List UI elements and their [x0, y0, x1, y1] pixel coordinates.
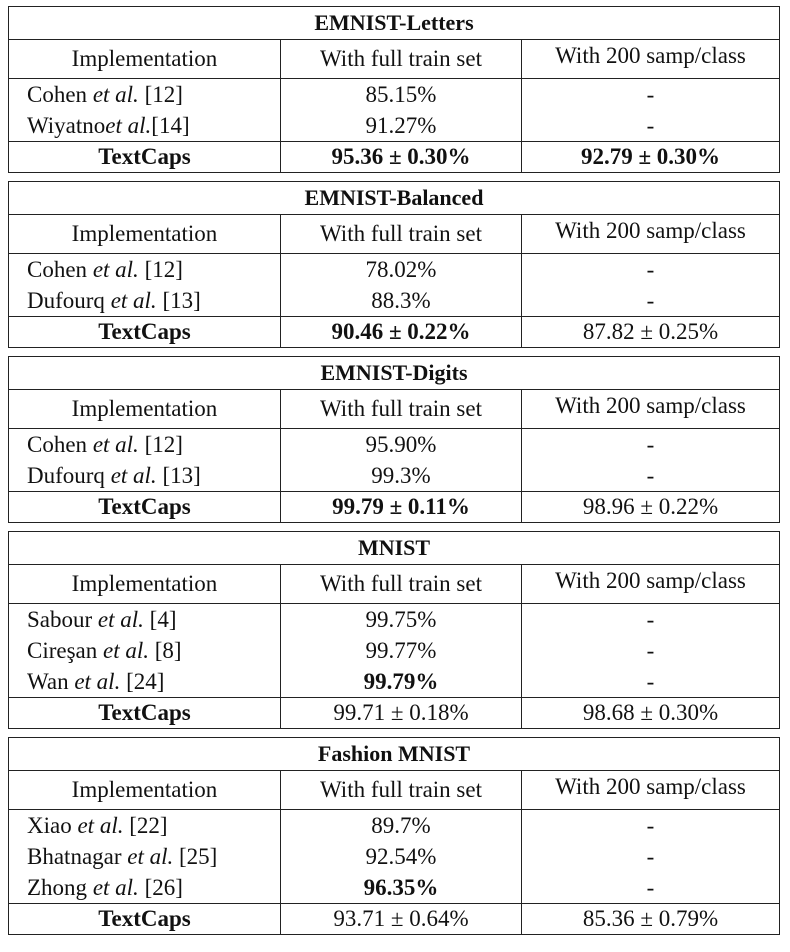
samp-cell: - [646, 257, 655, 282]
table-block-mnist: MNIST Implementation With full train set… [8, 531, 780, 729]
samp-cell: - [646, 875, 655, 900]
implementation-cell: Cohen et al. [12] [9, 429, 281, 460]
full-train-cell: 90.46 ± 0.22% [281, 317, 522, 347]
implementation-cell: TextCaps [9, 698, 281, 728]
samp-cell: - [646, 638, 655, 663]
table-row: Sabour et al. [4] 99.75% - [9, 604, 779, 635]
header-implementation: Implementation [9, 771, 281, 809]
full-train-cell: 99.3% [281, 460, 522, 491]
header-row: Implementation With full train set With … [9, 390, 779, 429]
full-train-cell: 99.75% [281, 604, 522, 635]
header-200-samp: With 200 samp/class [555, 568, 746, 593]
table-block-emnist-digits: EMNIST-Digits Implementation With full t… [8, 356, 780, 523]
header-implementation: Implementation [9, 390, 281, 428]
table-row: Bhatnagar et al. [25] 92.54% - [9, 841, 779, 872]
table-row: Dufourq et al. [13] 88.3% - [9, 285, 779, 316]
implementation-cell: Cohen et al. [12] [9, 79, 281, 110]
implementation-cell: Sabour et al. [4] [9, 604, 281, 635]
header-implementation: Implementation [9, 215, 281, 253]
header-200-samp: With 200 samp/class [555, 393, 746, 418]
full-train-cell: 99.79% [281, 666, 522, 697]
full-train-cell: 93.71 ± 0.64% [281, 904, 522, 934]
header-full-train-set: With full train set [281, 215, 522, 253]
header-200-samp: With 200 samp/class [555, 43, 746, 68]
block-title: EMNIST-Balanced [9, 182, 779, 215]
samp-cell: - [646, 813, 655, 838]
implementation-cell: Cireşan et al. [8] [9, 635, 281, 666]
block-title: MNIST [9, 532, 779, 565]
implementation-cell: Cohen et al. [12] [9, 254, 281, 285]
implementation-cell: Wan et al. [24] [9, 666, 281, 697]
full-train-cell: 96.35% [281, 872, 522, 903]
full-train-cell: 99.77% [281, 635, 522, 666]
implementation-cell: Xiao et al. [22] [9, 810, 281, 841]
samp-cell: - [646, 463, 655, 488]
table-row: Wan et al. [24] 99.79% - [9, 666, 779, 697]
textcaps-row: TextCaps 95.36 ± 0.30% 92.79 ± 0.30% [9, 141, 779, 172]
implementation-cell: Zhong et al. [26] [9, 872, 281, 903]
full-train-cell: 95.36 ± 0.30% [281, 142, 522, 172]
header-full-train-set: With full train set [281, 565, 522, 603]
header-row: Implementation With full train set With … [9, 771, 779, 810]
header-full-train-set: With full train set [281, 390, 522, 428]
table-block-fashion-mnist: Fashion MNIST Implementation With full t… [8, 737, 780, 935]
textcaps-row: TextCaps 93.71 ± 0.64% 85.36 ± 0.79% [9, 903, 779, 934]
implementation-cell: Dufourq et al. [13] [9, 460, 281, 491]
table-row: Cohen et al. [12] 95.90% - [9, 429, 779, 460]
table-row: Cohen et al. [12] 78.02% - [9, 254, 779, 285]
full-train-cell: 78.02% [281, 254, 522, 285]
samp-cell: 98.68 ± 0.30% [582, 700, 719, 725]
samp-cell: 92.79 ± 0.30% [580, 144, 721, 169]
samp-cell: 98.96 ± 0.22% [582, 494, 719, 519]
table-block-emnist-balanced: EMNIST-Balanced Implementation With full… [8, 181, 780, 348]
header-row: Implementation With full train set With … [9, 565, 779, 604]
samp-cell: 87.82 ± 0.25% [582, 319, 719, 344]
block-title: Fashion MNIST [9, 738, 779, 771]
header-200-samp: With 200 samp/class [555, 774, 746, 799]
block-title: EMNIST-Digits [9, 357, 779, 390]
samp-cell: - [646, 432, 655, 457]
full-train-cell: 89.7% [281, 810, 522, 841]
full-train-cell: 91.27% [281, 110, 522, 141]
header-row: Implementation With full train set With … [9, 215, 779, 254]
full-train-cell: 99.79 ± 0.11% [281, 492, 522, 522]
header-implementation: Implementation [9, 40, 281, 78]
samp-cell: - [646, 288, 655, 313]
table-row: Wiyatnoet al.[14] 91.27% - [9, 110, 779, 141]
implementation-cell: TextCaps [9, 904, 281, 934]
textcaps-row: TextCaps 99.71 ± 0.18% 98.68 ± 0.30% [9, 697, 779, 728]
implementation-cell: TextCaps [9, 317, 281, 347]
textcaps-row: TextCaps 99.79 ± 0.11% 98.96 ± 0.22% [9, 491, 779, 522]
implementation-cell: Wiyatnoet al.[14] [9, 110, 281, 141]
implementation-cell: Bhatnagar et al. [25] [9, 841, 281, 872]
header-row: Implementation With full train set With … [9, 40, 779, 79]
samp-cell: - [646, 82, 655, 107]
textcaps-row: TextCaps 90.46 ± 0.22% 87.82 ± 0.25% [9, 316, 779, 347]
block-title: EMNIST-Letters [9, 7, 779, 40]
table-row: Xiao et al. [22] 89.7% - [9, 810, 779, 841]
samp-cell: - [646, 607, 655, 632]
full-train-cell: 99.71 ± 0.18% [281, 698, 522, 728]
full-train-cell: 92.54% [281, 841, 522, 872]
header-full-train-set: With full train set [281, 40, 522, 78]
table-row: Cohen et al. [12] 85.15% - [9, 79, 779, 110]
implementation-cell: TextCaps [9, 492, 281, 522]
samp-cell: - [646, 844, 655, 869]
table-row: Zhong et al. [26] 96.35% - [9, 872, 779, 903]
full-train-cell: 95.90% [281, 429, 522, 460]
samp-cell: - [646, 113, 655, 138]
table-block-emnist-letters: EMNIST-Letters Implementation With full … [8, 6, 780, 173]
full-train-cell: 85.15% [281, 79, 522, 110]
full-train-cell: 88.3% [281, 285, 522, 316]
samp-cell: - [646, 669, 655, 694]
samp-cell: 85.36 ± 0.79% [582, 906, 719, 931]
implementation-cell: Dufourq et al. [13] [9, 285, 281, 316]
header-200-samp: With 200 samp/class [555, 218, 746, 243]
table-row: Cireşan et al. [8] 99.77% - [9, 635, 779, 666]
implementation-cell: TextCaps [9, 142, 281, 172]
header-implementation: Implementation [9, 565, 281, 603]
table-row: Dufourq et al. [13] 99.3% - [9, 460, 779, 491]
header-full-train-set: With full train set [281, 771, 522, 809]
